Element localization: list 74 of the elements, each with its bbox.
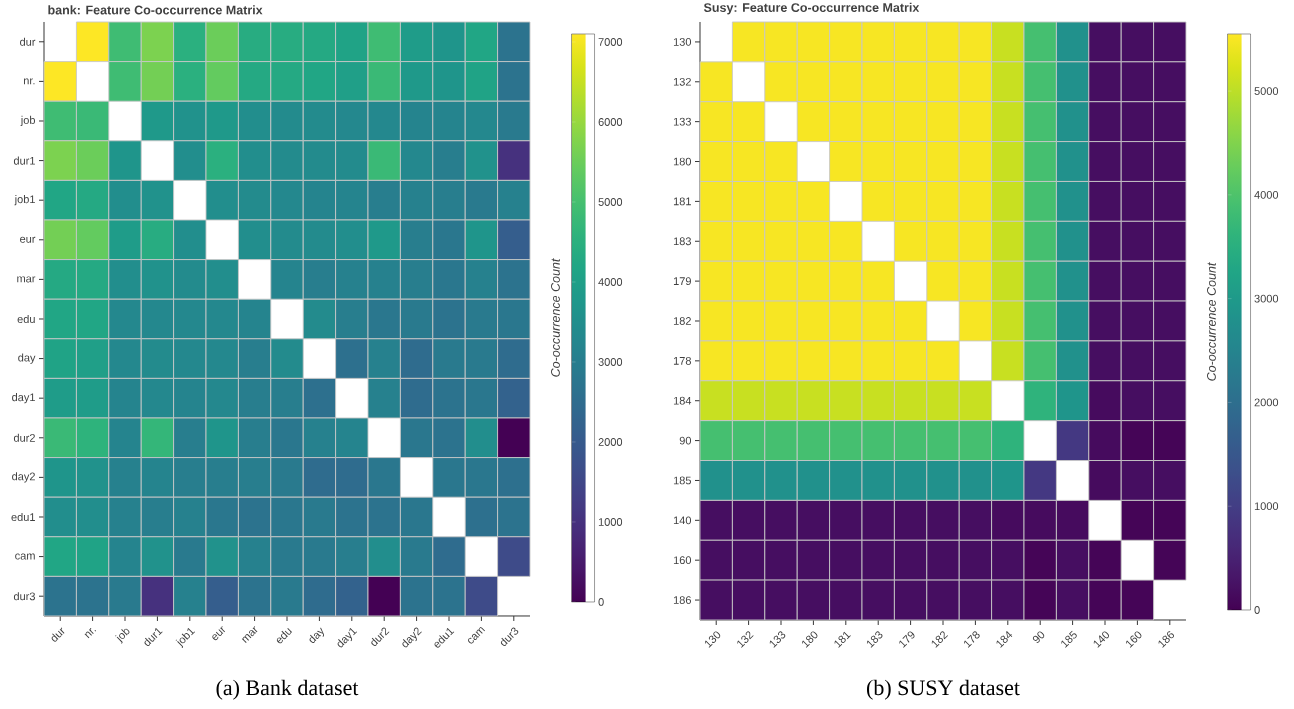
y-tick-label: 133 — [673, 117, 691, 126]
y-tick-label: edu — [17, 314, 35, 324]
color-bar-label: 3000 — [1254, 294, 1279, 303]
y-tick-label: 185 — [673, 476, 691, 485]
y-tick-label: dur2 — [13, 433, 35, 442]
y-tick-label: job1 — [14, 195, 35, 206]
y-tick-label: 186 — [673, 596, 691, 604]
color-bar-label: 4000 — [598, 278, 623, 286]
x-tick-label: day — [309, 627, 324, 644]
y-tick-label: 181 — [673, 197, 691, 206]
x-tick-label: 140 — [1093, 631, 1110, 648]
y-tick-label: 178 — [673, 356, 691, 365]
color-bar-label: 2000 — [598, 438, 623, 446]
color-bar-label: 4000 — [1254, 190, 1279, 199]
y-tick-label: mar — [17, 276, 36, 283]
y-tick-label: 182 — [673, 317, 691, 325]
y-tick-label: 184 — [673, 396, 692, 405]
x-tick-label: 180 — [802, 631, 818, 648]
x-tick-label: 182 — [931, 631, 949, 648]
x-tick-label: 178 — [964, 631, 980, 648]
y-tick-label: day1 — [12, 393, 35, 404]
chart-title: Susy: Feature Co-occurrence Matrix — [703, 2, 920, 15]
y-tick-label: dur3 — [13, 592, 35, 601]
y-tick-label: 90 — [679, 436, 692, 445]
y-tick-label: 180 — [673, 157, 692, 166]
x-tick-label: 90 — [1032, 631, 1045, 643]
x-tick-label: 181 — [834, 631, 851, 648]
y-tick-label: 160 — [673, 556, 692, 565]
x-tick-label: cam — [468, 627, 486, 644]
chart-title: bank: Feature Co-occurrence Matrix — [48, 5, 263, 15]
y-tick-label: dur — [20, 37, 36, 46]
color-bar-title: Co-occurrence Count — [551, 258, 560, 377]
y-tick-label: eur — [20, 236, 36, 243]
color-bar-label: 1000 — [598, 518, 623, 526]
color-bar-title: Co-occurrence Count — [1207, 262, 1216, 381]
color-bar-label: 5000 — [598, 198, 623, 206]
x-tick-label: 185 — [1061, 630, 1077, 648]
color-bar-label: 1000 — [1254, 502, 1279, 511]
x-tick-label: job — [115, 628, 130, 644]
x-tick-label: 179 — [899, 631, 915, 648]
color-bar-label: 5000 — [1254, 87, 1279, 95]
y-tick-label: dur1 — [13, 156, 35, 165]
x-tick-label: nr. — [84, 627, 97, 639]
color-bar-label: 0 — [598, 598, 604, 606]
x-tick-label: dur — [51, 627, 65, 642]
color-bar-label: 0 — [1254, 606, 1260, 614]
x-tick-label: 184 — [996, 631, 1013, 648]
x-tick-label: edu — [276, 628, 293, 644]
y-tick-label: 179 — [673, 277, 691, 286]
x-tick-label: 132 — [737, 631, 754, 648]
text: (a) Bank dataset — [216, 679, 359, 700]
y-tick-label: day — [18, 353, 36, 364]
x-tick-label: 130 — [704, 631, 721, 648]
y-tick-label: 140 — [673, 516, 692, 525]
color-bar-label: 2000 — [1254, 398, 1279, 407]
y-tick-label: nr. — [23, 78, 35, 85]
y-tick-label: 132 — [673, 77, 691, 86]
y-tick-label: cam — [15, 553, 35, 560]
y-tick-label: edu1 — [11, 512, 35, 522]
color-bar-label: 3000 — [598, 358, 623, 366]
x-tick-label: 133 — [769, 631, 786, 648]
x-tick-label: 160 — [1126, 631, 1142, 648]
text: (b) SUSY dataset — [866, 679, 1020, 700]
y-tick-label: day2 — [12, 472, 35, 483]
x-tick-label: mar — [241, 626, 258, 644]
color-bar-label: 7000 — [598, 38, 623, 46]
x-tick-label: 183 — [866, 631, 883, 648]
x-tick-label: dur1 — [144, 627, 163, 647]
x-tick-label: 186 — [1158, 631, 1175, 648]
y-tick-label: job — [20, 115, 35, 127]
y-tick-label: 183 — [673, 237, 691, 246]
x-tick-label: eur — [212, 626, 226, 641]
color-bar-label: 6000 — [598, 118, 623, 126]
y-tick-label: 130 — [673, 38, 692, 46]
